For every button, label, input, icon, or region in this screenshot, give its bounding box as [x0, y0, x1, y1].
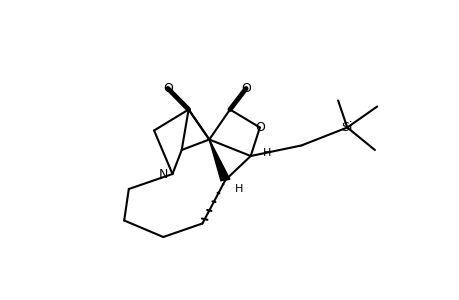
Text: H: H [262, 148, 270, 158]
Text: H: H [235, 184, 243, 194]
Polygon shape [209, 140, 230, 181]
Text: O: O [241, 82, 251, 95]
Text: O: O [254, 121, 264, 134]
Text: O: O [162, 82, 173, 95]
Text: Si: Si [341, 121, 353, 134]
Text: N: N [158, 167, 168, 181]
